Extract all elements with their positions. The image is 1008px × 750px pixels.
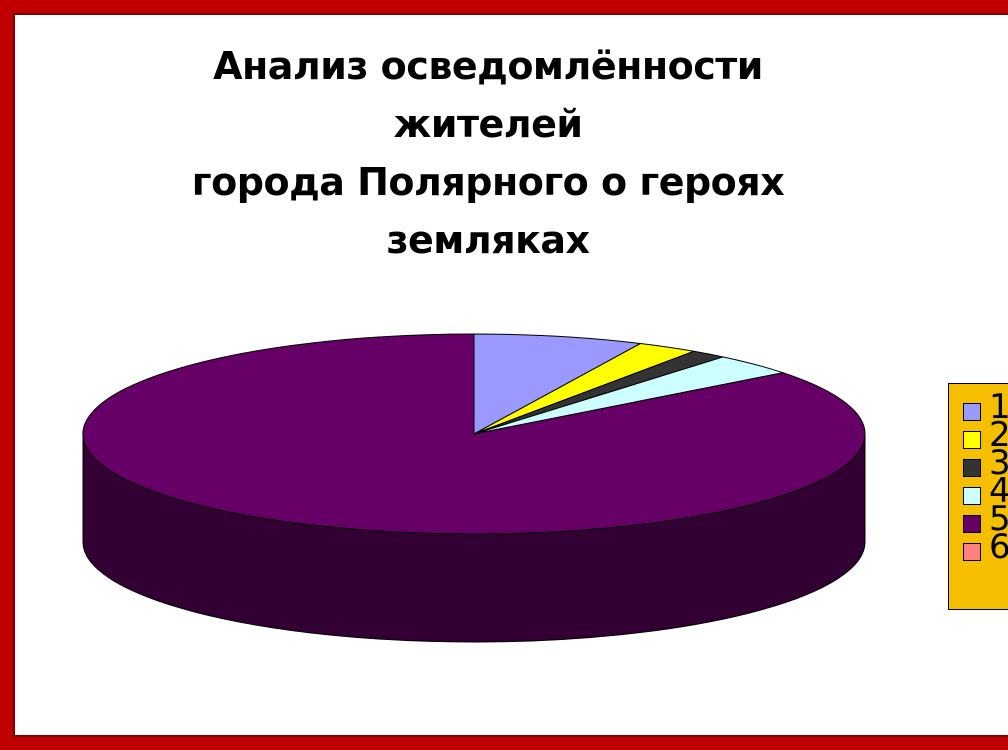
legend-label: 3	[989, 443, 1008, 483]
chart-title-line-3: земляках	[386, 218, 590, 262]
legend-swatch	[963, 431, 981, 449]
legend-swatch	[963, 403, 981, 421]
legend-label: 5	[989, 499, 1008, 539]
pie-slices	[82, 333, 866, 535]
legend-swatch	[963, 515, 981, 533]
legend-swatch	[963, 487, 981, 505]
legend-item-4: 4	[963, 474, 1008, 510]
legend-item-5: 5	[963, 502, 1008, 538]
legend-label: 1	[989, 387, 1008, 427]
chart-title-line-2: города Полярного о героях	[191, 160, 785, 204]
pie-slice-1	[473, 333, 641, 435]
legend-label: 2	[989, 415, 1008, 455]
legend-swatch	[963, 459, 981, 477]
legend-label: 6	[989, 527, 1008, 567]
legend-label: 4	[989, 471, 1008, 511]
legend-swatch	[963, 543, 981, 561]
legend-item-2: 2	[963, 418, 1008, 454]
legend-item-1: 1	[963, 390, 1008, 426]
pie-slice-5	[82, 333, 866, 535]
chart-title: Анализ осведомлённости жителей города По…	[143, 37, 833, 269]
legend-item-6: 6	[963, 530, 1008, 566]
chart-title-line-1: Анализ осведомлённости жителей	[213, 44, 763, 146]
legend-item-3: 3	[963, 446, 1008, 482]
